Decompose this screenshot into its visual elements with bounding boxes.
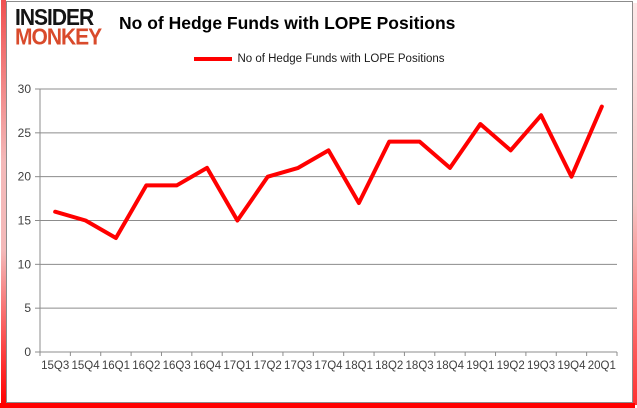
x-tick-label: 16Q4 xyxy=(193,360,222,372)
insider-monkey-logo: INSIDER MONKEY xyxy=(15,5,102,51)
logo-insider-text: INSIDER xyxy=(15,5,94,31)
legend-line-swatch xyxy=(194,57,233,61)
x-tick-label: 19Q2 xyxy=(497,360,525,372)
frame-glow-left xyxy=(1,0,6,405)
line-chart-plot: 0 5 10 15 20 25 30 15Q3 15Q4 16Q1 16Q2 16Q3 16Q4 17Q1… xyxy=(18,82,618,372)
frame-glow-bottom xyxy=(0,403,635,408)
logo-monkey-text: MONKEY xyxy=(15,25,102,51)
x-tick-label: 15Q4 xyxy=(71,360,100,372)
x-tick-label: 18Q3 xyxy=(406,360,434,372)
x-tick-label: 19Q3 xyxy=(527,360,555,372)
x-tick-label: 18Q2 xyxy=(375,360,403,372)
x-tick-label: 15Q3 xyxy=(41,360,69,372)
x-tick-label: 17Q2 xyxy=(254,360,282,372)
x-tick-label: 17Q1 xyxy=(223,360,251,372)
x-tick-label: 18Q1 xyxy=(345,360,373,372)
frame-glow-right xyxy=(633,3,637,405)
y-tick-label: 15 xyxy=(18,214,32,228)
y-tick-label: 25 xyxy=(18,126,32,140)
x-tick-label: 19Q4 xyxy=(557,360,586,372)
series-line xyxy=(53,104,604,241)
y-tick-label: 30 xyxy=(18,82,32,96)
y-tick-label: 10 xyxy=(18,257,32,271)
x-tick-label: 17Q4 xyxy=(314,360,343,372)
x-tick-label: 16Q1 xyxy=(102,360,130,372)
y-tick-label: 5 xyxy=(24,301,31,315)
chart-title: No of Hedge Funds with LOPE Positions xyxy=(119,13,456,33)
legend-label: No of Hedge Funds with LOPE Positions xyxy=(237,53,445,65)
x-tick-label: 18Q4 xyxy=(436,360,465,372)
x-tick-label: 17Q3 xyxy=(284,360,312,372)
x-tick-label: 19Q1 xyxy=(466,360,494,372)
x-tick-label: 16Q2 xyxy=(132,360,160,372)
y-tick-label: 20 xyxy=(18,170,32,184)
chart-card: INSIDER MONKEY No of Hedge Funds with LO… xyxy=(6,1,633,403)
x-tick-label: 16Q3 xyxy=(163,360,191,372)
x-tick-label: 20Q1 xyxy=(588,360,616,372)
y-tick-label: 0 xyxy=(24,345,31,359)
legend: No of Hedge Funds with LOPE Positions xyxy=(7,53,632,65)
